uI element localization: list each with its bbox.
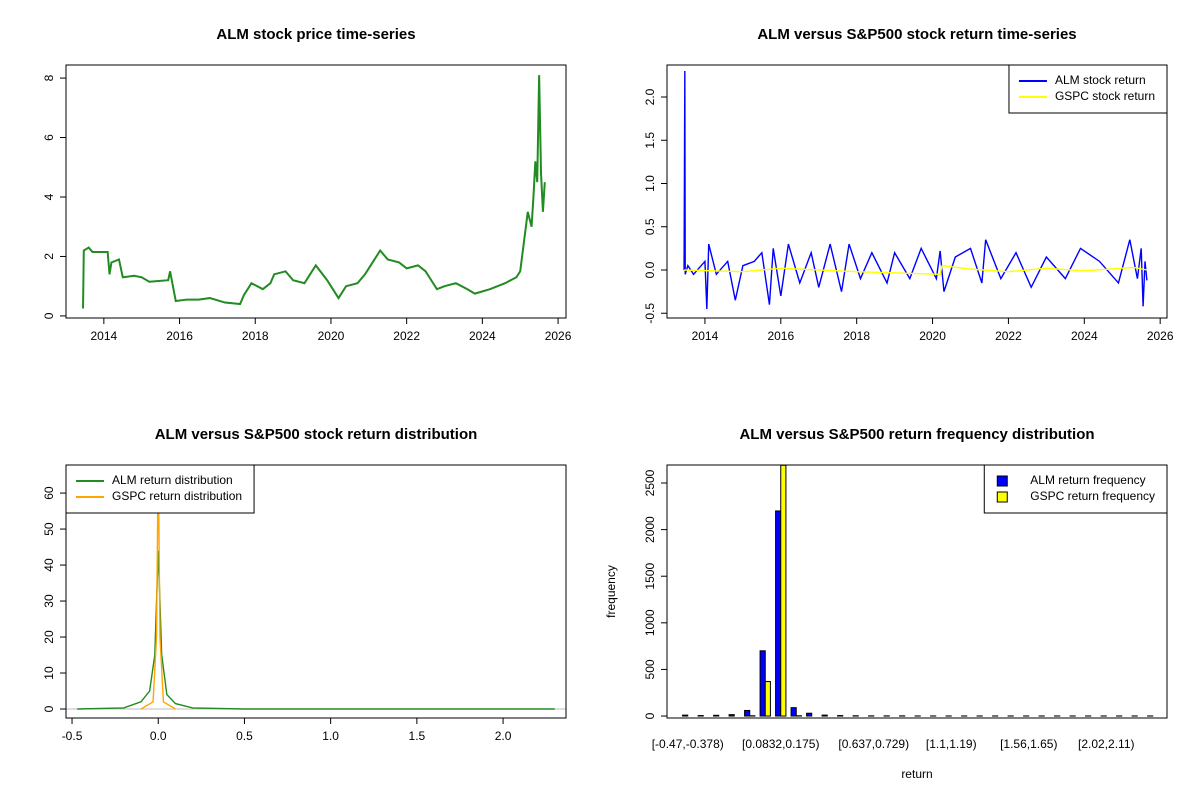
x-tick-label: 2018 xyxy=(843,329,870,343)
y-tick-label: 2000 xyxy=(643,516,657,543)
plot-area xyxy=(82,75,546,309)
series-line xyxy=(77,550,555,710)
x-tick-label: 2020 xyxy=(318,329,345,343)
legend-label: GSPC stock return xyxy=(1055,89,1155,103)
y-tick-label: 2.0 xyxy=(643,88,657,105)
legend-label: ALM return frequency xyxy=(1030,473,1145,487)
x-tick-label: [0.637,0.729) xyxy=(838,737,909,751)
x-axis-title: return xyxy=(901,767,932,781)
plot-frame xyxy=(666,464,1168,719)
y-tick-label: 500 xyxy=(643,659,657,679)
chart-title: ALM versus S&P500 return frequency distr… xyxy=(739,426,1094,443)
y-tick-label: 0 xyxy=(42,705,56,712)
bar xyxy=(759,650,766,717)
y-tick-label: 1000 xyxy=(643,609,657,636)
x-tick-label: [1.1,1.19) xyxy=(926,737,977,751)
x-tick-label: 2026 xyxy=(1147,329,1174,343)
plot-area xyxy=(66,465,566,710)
y-tick-label: 0.0 xyxy=(643,261,657,278)
legend-label: ALM stock return xyxy=(1055,73,1146,87)
y-tick-label: 0 xyxy=(643,712,657,719)
panel: ALM stock price time-series 0 2 4 6 8 2014 2016… xyxy=(42,26,572,343)
series-line xyxy=(82,75,546,309)
x-tick-label: 2018 xyxy=(242,329,269,343)
plot-area xyxy=(683,71,1148,309)
x-tick-label: 2016 xyxy=(166,329,193,343)
legend-label: GSPC return frequency xyxy=(1030,489,1155,503)
y-tick-label: 20 xyxy=(42,630,56,644)
y-tick-label: 1.5 xyxy=(643,132,657,149)
x-tick-label: 2014 xyxy=(90,329,117,343)
bar xyxy=(713,714,720,717)
x-tick-label: [2.02,2.11) xyxy=(1078,737,1134,751)
y-tick-label: 1.0 xyxy=(643,175,657,192)
legend-label: GSPC return distribution xyxy=(112,489,242,503)
bar xyxy=(764,681,771,717)
y-tick-label: 6 xyxy=(42,134,56,141)
x-tick-label: 2022 xyxy=(995,329,1022,343)
legend: ALM stock return GSPC stock return xyxy=(1008,64,1168,114)
plot-frame xyxy=(65,464,567,719)
legend-box xyxy=(1008,64,1168,114)
legend-swatch xyxy=(996,491,1008,503)
x-tick-label: -0.5 xyxy=(62,729,83,743)
y-tick-label: 2500 xyxy=(643,469,657,496)
x-tick-label: 2024 xyxy=(469,329,496,343)
bar xyxy=(775,510,782,717)
x-tick-label: 2014 xyxy=(692,329,719,343)
legend: ALM return distribution GSPC return distr… xyxy=(65,464,255,514)
bar xyxy=(728,714,735,717)
y-tick-label: 50 xyxy=(42,522,56,536)
bar xyxy=(790,707,797,717)
x-tick-label: [1.56,1.65) xyxy=(1000,737,1057,751)
x-tick-label: 0.5 xyxy=(236,729,253,743)
x-tick-label: 2020 xyxy=(919,329,946,343)
y-tick-label: 1500 xyxy=(643,563,657,590)
x-tick-label: 1.0 xyxy=(322,729,339,743)
x-tick-label: 2016 xyxy=(767,329,794,343)
legend-swatch xyxy=(996,475,1008,487)
legend-label: ALM return distribution xyxy=(112,473,233,487)
y-tick-label: 8 xyxy=(42,74,56,81)
y-tick-label: 2 xyxy=(42,253,56,260)
panel: ALM versus S&P500 stock return time-seri… xyxy=(643,26,1174,343)
plot-frame xyxy=(65,64,567,319)
chart-title: ALM versus S&P500 stock return time-seri… xyxy=(757,26,1076,43)
series-line xyxy=(684,264,1148,276)
chart-title: ALM versus S&P500 stock return distribut… xyxy=(155,426,478,443)
x-tick-label: 2024 xyxy=(1071,329,1098,343)
series-line xyxy=(683,71,1148,309)
legend: ALM return frequency GSPC return frequenc… xyxy=(983,464,1168,514)
x-tick-label: 2.0 xyxy=(495,729,512,743)
panel: ALM versus S&P500 return frequency distr… xyxy=(604,426,1168,781)
y-tick-label: 0.5 xyxy=(643,218,657,235)
legend-box xyxy=(983,464,1168,514)
y-tick-label: 60 xyxy=(42,486,56,500)
bar xyxy=(780,465,787,717)
panel: ALM versus S&P500 stock return distribut… xyxy=(42,426,567,743)
y-tick-label: 0 xyxy=(42,312,56,319)
y-tick-label: -0.5 xyxy=(643,303,657,324)
x-tick-label: [0.0832,0.175) xyxy=(742,737,819,751)
x-tick-label: 1.5 xyxy=(409,729,426,743)
y-tick-label: 10 xyxy=(42,666,56,680)
bar xyxy=(806,712,813,717)
x-tick-label: 2026 xyxy=(545,329,572,343)
plot-frame xyxy=(666,64,1168,319)
y-tick-label: 4 xyxy=(42,193,56,200)
x-tick-label: 0.0 xyxy=(150,729,167,743)
series-line xyxy=(140,465,176,710)
chart-title: ALM stock price time-series xyxy=(216,26,415,43)
bar xyxy=(821,714,828,717)
y-tick-label: 40 xyxy=(42,558,56,572)
x-tick-label: 2022 xyxy=(393,329,420,343)
bar xyxy=(744,709,751,717)
y-tick-label: 30 xyxy=(42,594,56,608)
y-axis-title: frequency xyxy=(604,565,618,618)
legend-box xyxy=(65,464,255,514)
bar xyxy=(682,714,689,717)
x-tick-label: [-0.47,-0.378) xyxy=(652,737,724,751)
